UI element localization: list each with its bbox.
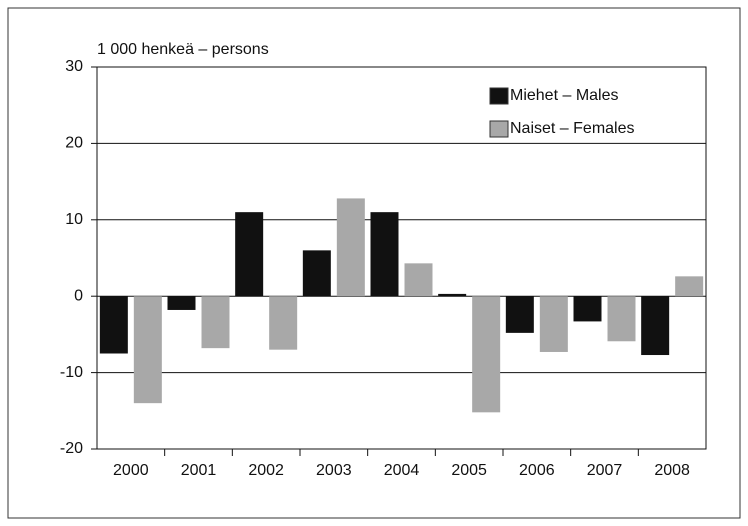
legend-label: Miehet – Males: [510, 87, 619, 104]
x-tick-label: 2004: [384, 462, 420, 479]
x-tick-label: 2001: [181, 462, 217, 479]
y-tick-label: 10: [65, 211, 83, 228]
bar: [675, 276, 704, 297]
y-tick-label: -10: [60, 364, 83, 381]
y-tick-label: 30: [65, 58, 83, 75]
bar: [133, 296, 162, 404]
legend-swatch: [489, 87, 509, 105]
bar: [235, 212, 264, 297]
bar: [472, 296, 501, 413]
bar: [99, 296, 128, 354]
x-tick-label: 2006: [519, 462, 555, 479]
x-tick-label: 2003: [316, 462, 352, 479]
legend-label: Naiset – Females: [510, 120, 635, 137]
bar: [404, 263, 433, 297]
bar: [641, 296, 670, 356]
x-tick-label: 2008: [654, 462, 690, 479]
legend-swatch: [489, 120, 509, 138]
x-tick-label: 2000: [113, 462, 149, 479]
x-tick-label: 2005: [451, 462, 487, 479]
bar: [269, 296, 298, 350]
y-tick-label: -20: [60, 440, 83, 457]
bar: [505, 296, 534, 333]
y-tick-label: 20: [65, 135, 83, 152]
bar: [438, 293, 467, 297]
bar: [539, 296, 568, 352]
bar: [607, 296, 636, 342]
bar: [573, 296, 602, 322]
y-tick-label: 0: [74, 287, 83, 304]
bar: [167, 296, 196, 310]
frame: [7, 7, 741, 519]
bar: [336, 198, 365, 297]
bar: [302, 250, 331, 297]
plot-border: [96, 66, 707, 450]
x-tick-label: 2002: [248, 462, 284, 479]
x-tick-label: 2007: [587, 462, 623, 479]
bar: [370, 212, 399, 297]
bar: [201, 296, 230, 349]
y-axis-label: 1 000 henkeä – persons: [97, 41, 269, 58]
